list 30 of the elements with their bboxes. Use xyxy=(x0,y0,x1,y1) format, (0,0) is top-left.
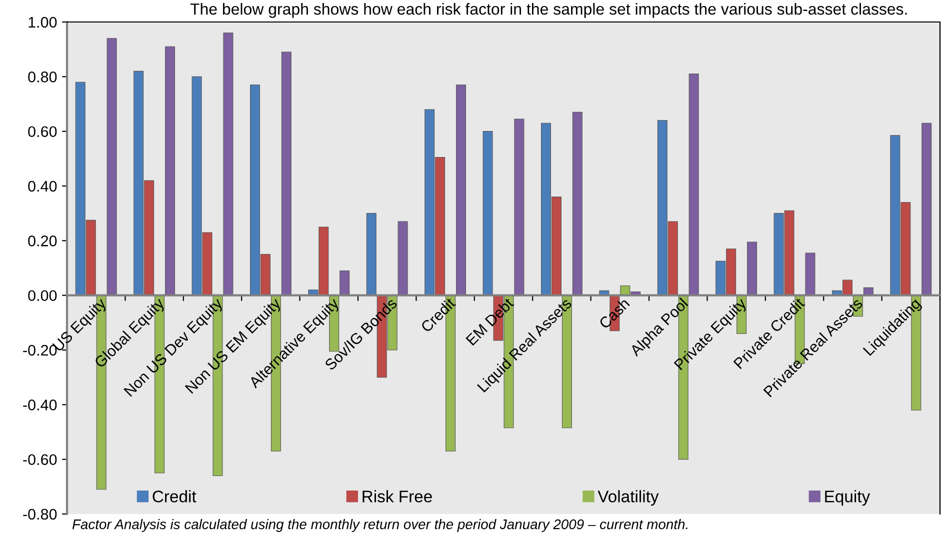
y-tick-label: 0.80 xyxy=(28,72,57,82)
legend-label: Volatility xyxy=(598,490,659,506)
text: Factor Analysis is calculated using the monthly return over the period January 2009 – current month. xyxy=(72,519,688,532)
bar xyxy=(281,52,292,296)
bar xyxy=(398,221,408,296)
legend-label: Equity xyxy=(825,490,870,506)
y-tick-label: 0.40 xyxy=(28,180,57,192)
bar xyxy=(482,131,493,296)
bar xyxy=(922,122,932,296)
y-tick-label: -0.60 xyxy=(23,454,57,466)
bar xyxy=(340,270,350,296)
bar xyxy=(165,46,176,296)
y-tick-label: 0.00 xyxy=(28,290,57,302)
bar xyxy=(805,252,816,296)
bar xyxy=(456,84,466,296)
legend-label: Credit xyxy=(152,490,196,502)
bar xyxy=(747,242,758,296)
y-tick-label: 0.20 xyxy=(28,236,57,246)
bar xyxy=(223,32,234,296)
bar xyxy=(366,213,376,296)
legend-label: Risk Free xyxy=(362,490,432,502)
y-tick-label: 0.60 xyxy=(28,126,57,138)
y-tick-label: 1.00 xyxy=(28,16,57,28)
chart-title: The below graph shows how each risk factor in the sample set impacts the various sub-asset classes. xyxy=(190,3,907,18)
y-tick-label: -0.80 xyxy=(23,508,57,520)
bar xyxy=(572,112,582,296)
bar xyxy=(106,38,117,296)
bar xyxy=(688,74,699,296)
bar xyxy=(514,118,524,296)
y-tick-label: -0.40 xyxy=(23,400,57,410)
